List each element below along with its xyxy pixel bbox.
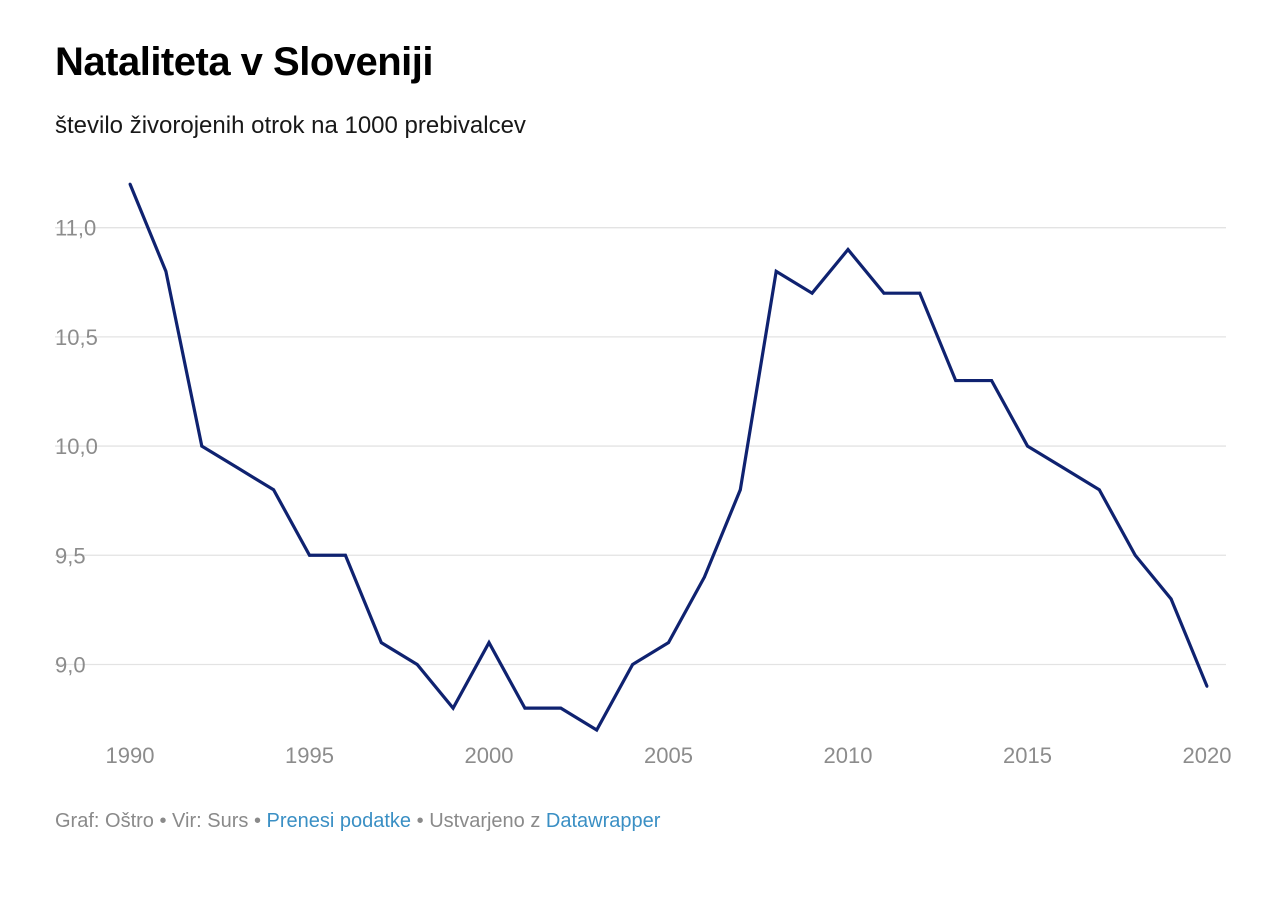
data-point bbox=[272, 488, 275, 492]
data-point bbox=[308, 553, 311, 557]
data-point bbox=[738, 488, 742, 492]
footer-separator: • bbox=[416, 810, 424, 832]
series-layer bbox=[128, 183, 1209, 733]
data-points bbox=[128, 182, 1209, 732]
y-tick-label: 11,0 bbox=[55, 216, 96, 241]
chart-subtitle: število živorojenih otrok na 1000 prebiv… bbox=[55, 112, 526, 139]
data-point bbox=[379, 641, 383, 645]
data-point bbox=[164, 269, 168, 273]
data-point bbox=[918, 291, 922, 295]
data-point bbox=[882, 291, 886, 295]
line-chart: 9,0 9,5 10,0 10,5 11,0 1990 1995 2000 2005 2010 2… bbox=[55, 182, 1232, 768]
source-credit: Vir: Surs bbox=[172, 810, 249, 832]
y-tick-label: 10,5 bbox=[55, 325, 98, 350]
data-point bbox=[1205, 684, 1209, 688]
chart-title: Nataliteta v Sloveniji bbox=[55, 40, 434, 84]
x-tick-label: 2015 bbox=[1003, 743, 1052, 768]
data-point bbox=[631, 663, 634, 666]
footer-separator: • bbox=[159, 810, 167, 832]
footer: Graf: Oštro • Vir: Surs • Prenesi podatk… bbox=[55, 810, 660, 833]
data-point bbox=[451, 706, 455, 710]
x-tick-label: 1990 bbox=[106, 743, 155, 768]
data-point bbox=[1133, 553, 1137, 557]
graph-credit: Graf: Oštro bbox=[55, 810, 154, 832]
datawrapper-link[interactable]: Datawrapper bbox=[545, 810, 661, 832]
x-axis-ticks: 1990 1995 2000 2005 2010 2015 2020 bbox=[106, 743, 1232, 768]
data-point bbox=[703, 575, 706, 579]
series-line bbox=[128, 183, 1209, 733]
data-point bbox=[236, 466, 240, 470]
x-tick-label: 2000 bbox=[465, 743, 514, 768]
y-tick-label: 9,0 bbox=[55, 652, 86, 677]
data-point bbox=[990, 379, 993, 382]
grid-lines bbox=[55, 227, 1226, 666]
x-tick-label: 2010 bbox=[824, 743, 873, 768]
y-axis-ticks: 9,0 9,5 10,0 10,5 11,0 bbox=[55, 216, 98, 678]
footer-separator: • bbox=[253, 810, 261, 832]
x-tick-label: 1995 bbox=[285, 743, 334, 768]
data-point bbox=[810, 291, 814, 295]
data-point bbox=[595, 728, 599, 732]
x-tick-label: 2020 bbox=[1183, 743, 1232, 768]
x-tick-label: 2005 bbox=[644, 743, 693, 768]
y-tick-label: 10,0 bbox=[55, 434, 98, 459]
data-point bbox=[415, 663, 419, 666]
data-point bbox=[954, 379, 958, 382]
data-point bbox=[128, 182, 132, 186]
data-point bbox=[1026, 444, 1029, 448]
data-point bbox=[1169, 597, 1173, 601]
data-point bbox=[1097, 488, 1101, 492]
data-point bbox=[667, 641, 670, 645]
data-point bbox=[487, 641, 491, 645]
data-point bbox=[200, 444, 204, 448]
y-tick-label: 9,5 bbox=[55, 543, 86, 568]
download-data-link[interactable]: Prenesi podatke bbox=[266, 810, 412, 832]
data-point bbox=[1062, 466, 1065, 470]
made-with-text: Ustvarjeno z bbox=[429, 810, 541, 832]
data-point bbox=[559, 706, 563, 710]
data-point bbox=[344, 553, 347, 557]
data-point bbox=[846, 248, 850, 251]
data-point bbox=[523, 706, 527, 710]
data-point bbox=[774, 269, 778, 273]
